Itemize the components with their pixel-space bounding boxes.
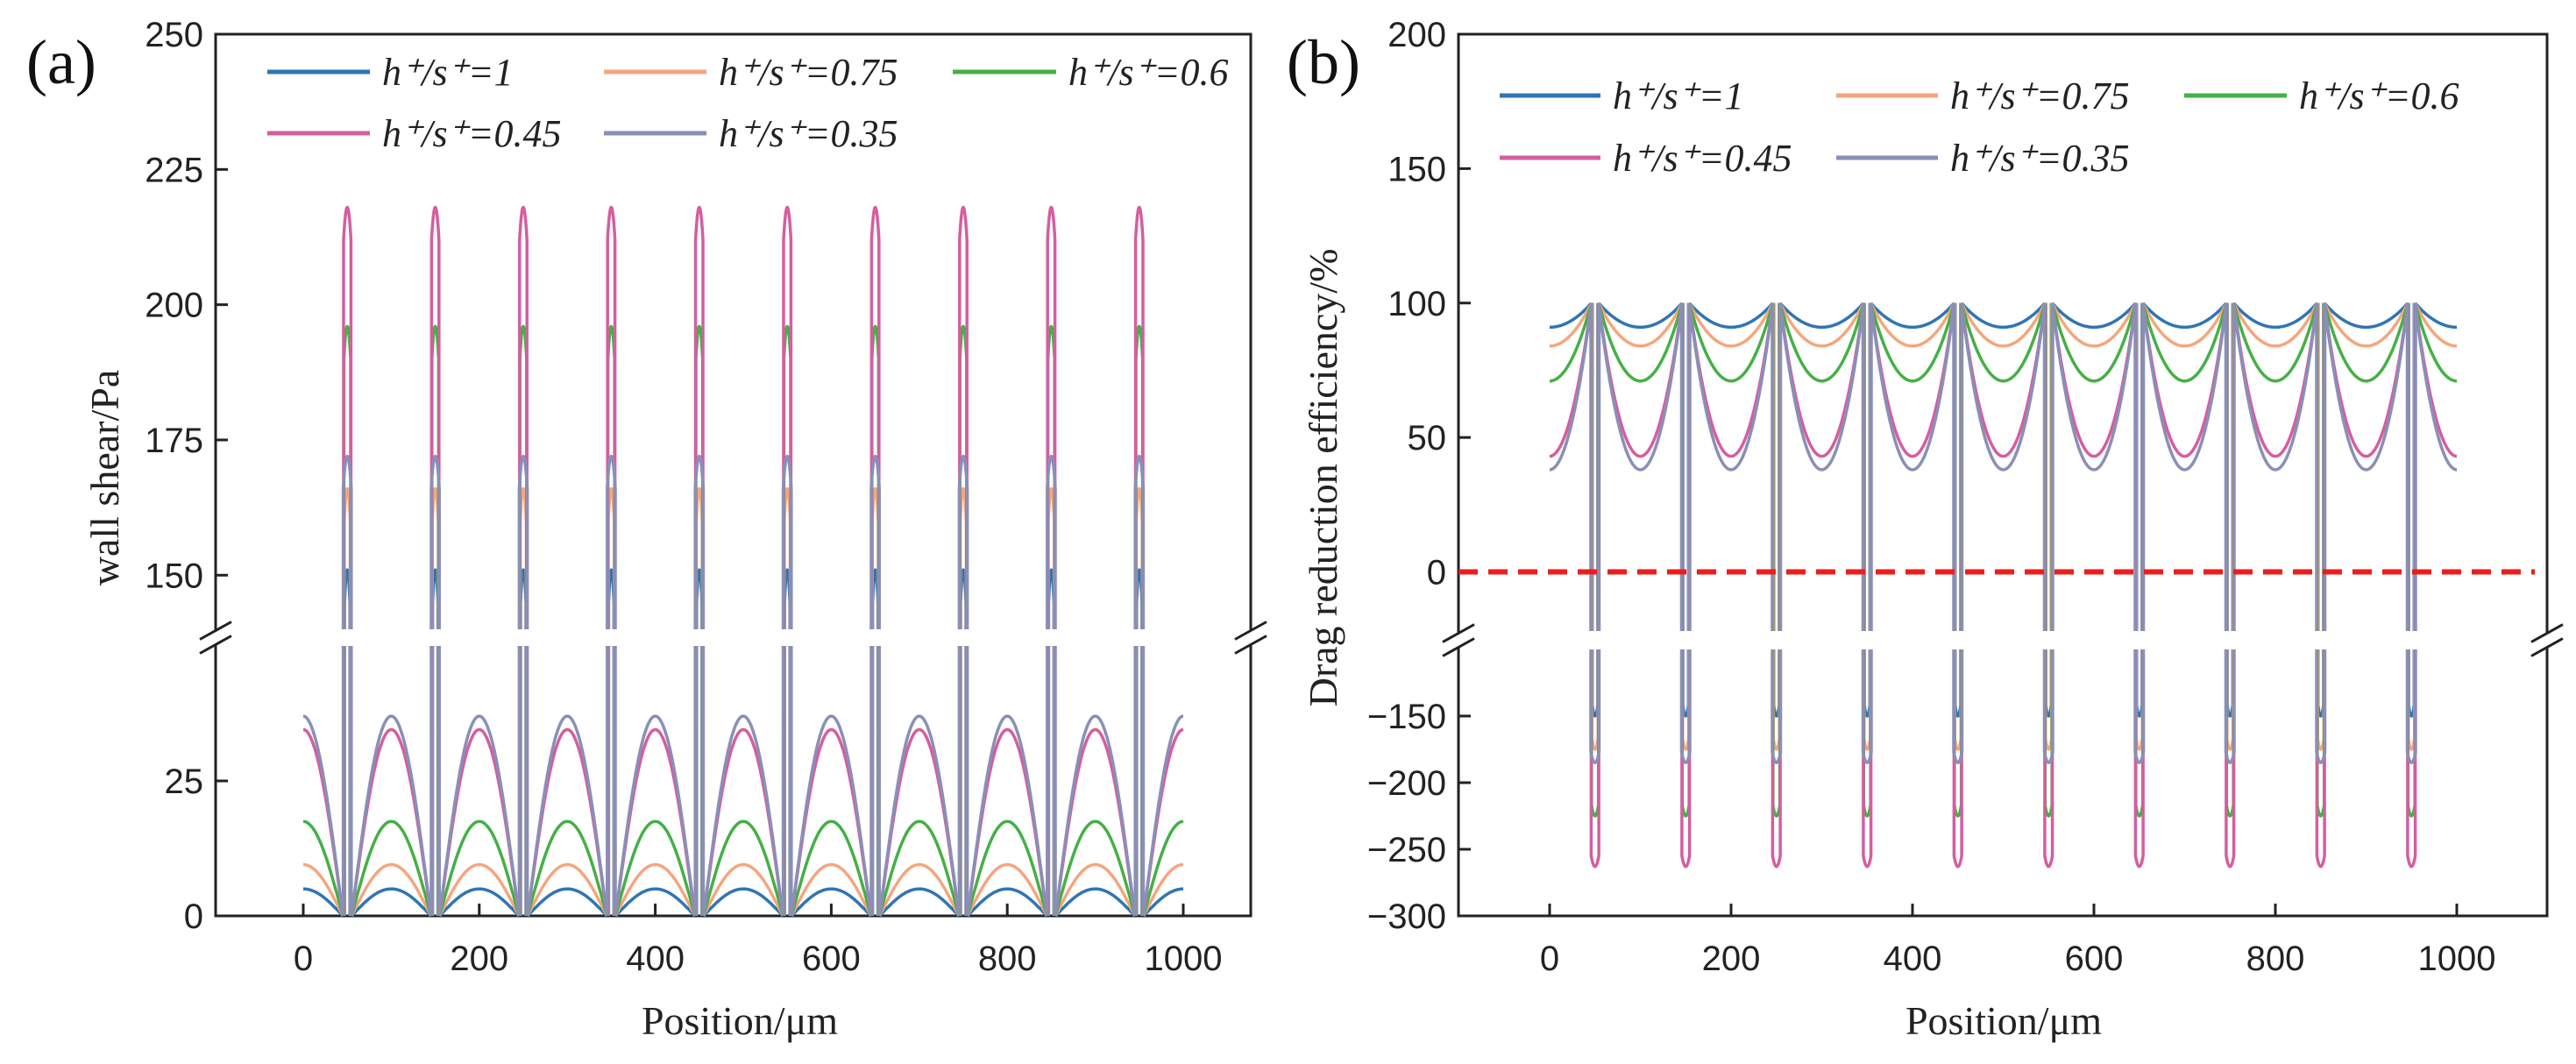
axis-break-mark <box>1442 623 1475 657</box>
x-tick-label: 600 <box>802 940 861 978</box>
x-tick-label: 400 <box>1884 940 1942 978</box>
axis-break-mark <box>2530 623 2564 657</box>
y-tick-label: −250 <box>1367 831 1446 869</box>
series-line-2 <box>302 324 1184 917</box>
series-line-3 <box>1549 302 2458 869</box>
series-line-1 <box>1550 302 2457 751</box>
legend-label: h⁺/s⁺=1 <box>1613 74 1744 117</box>
panel-label-b: (b) <box>1287 27 1360 97</box>
series-line-0 <box>1550 301 2457 718</box>
series-line-1 <box>303 487 1183 917</box>
y-tick-label: 175 <box>145 422 203 460</box>
y-tick-label: 50 <box>1408 419 1447 458</box>
legend-label: h⁺/s⁺=0.35 <box>1950 137 2130 180</box>
x-tick-label: 200 <box>450 940 508 978</box>
x-tick-label: 1000 <box>2418 940 2496 978</box>
y-axis-title-b: Drag reduction efficiency/% <box>1301 249 1345 707</box>
x-tick-label: 800 <box>978 940 1037 978</box>
x-tick-label: 800 <box>2246 940 2305 978</box>
axis-break-mark <box>1234 621 1267 655</box>
panel-b-drag-reduction: (b) Position/μm Drag reduction efficienc… <box>1287 16 2564 1043</box>
legend-label: h⁺/s⁺=0.35 <box>719 112 898 155</box>
x-tick-label: 400 <box>626 940 685 978</box>
x-tick-label: 200 <box>1702 940 1761 978</box>
x-tick-label: 1000 <box>1145 940 1223 978</box>
y-tick-label: 25 <box>165 763 204 801</box>
x-axis-title-a: Position/μm <box>642 998 838 1043</box>
x-tick-label: 0 <box>1540 940 1559 978</box>
x-tick-label: 600 <box>2065 940 2124 978</box>
y-tick-label: 150 <box>1387 150 1446 188</box>
y-tick-label: 150 <box>145 557 203 595</box>
y-tick-label: 200 <box>1387 16 1446 54</box>
panel-label-a: (a) <box>26 27 96 97</box>
series-line-4 <box>302 455 1184 917</box>
y-tick-label: 200 <box>145 287 203 325</box>
series-line-2 <box>1550 302 2457 818</box>
x-tick-label: 0 <box>294 940 313 978</box>
panel-a-wall-shear: (a) Position/μm wall shear/Pa 0 200 400 600… <box>26 16 1267 1043</box>
series-line-4 <box>1550 302 2457 764</box>
y-tick-label: −200 <box>1367 764 1446 803</box>
y-tick-label: 250 <box>145 16 203 54</box>
legend-label: h⁺/s⁺=0.75 <box>719 51 898 94</box>
series-line-3 <box>302 206 1184 917</box>
y-tick-label: 100 <box>1387 285 1446 323</box>
y-tick-label: 0 <box>1427 554 1446 592</box>
axis-break-mark <box>199 621 232 655</box>
y-axis-title-a: wall shear/Pa <box>82 370 127 586</box>
legend-label: h⁺/s⁺=1 <box>382 51 514 94</box>
y-tick-label: 0 <box>184 897 203 936</box>
y-tick-label: −150 <box>1367 698 1446 736</box>
y-tick-label: −300 <box>1367 897 1446 936</box>
legend-label: h⁺/s⁺=0.45 <box>1613 137 1792 180</box>
legend-label: h⁺/s⁺=0.45 <box>382 112 562 155</box>
y-tick-label: 225 <box>145 151 203 189</box>
x-axis-title-b: Position/μm <box>1905 998 2102 1043</box>
legend-label: h⁺/s⁺=0.6 <box>2299 74 2459 117</box>
legend-label: h⁺/s⁺=0.75 <box>1950 74 2130 117</box>
legend-label: h⁺/s⁺=0.6 <box>1068 51 1229 94</box>
